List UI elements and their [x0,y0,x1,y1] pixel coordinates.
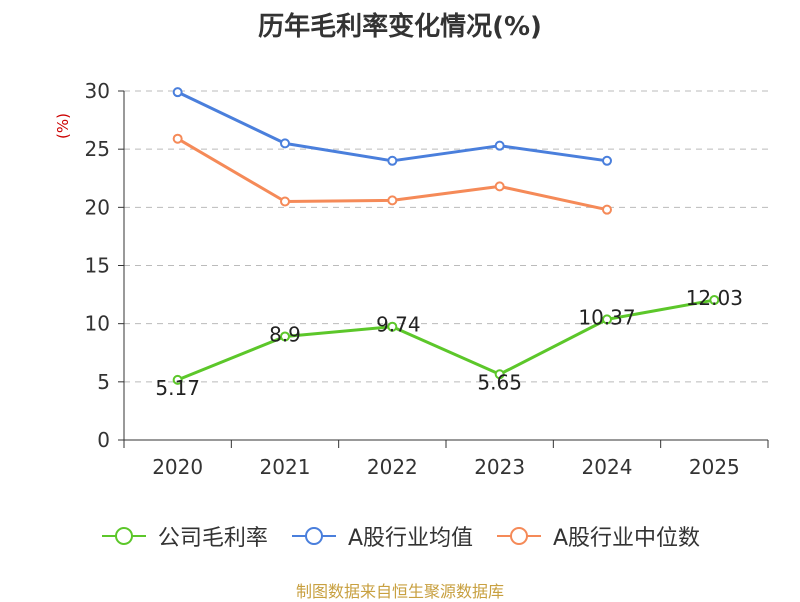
legend-marker-industry-average-icon [291,527,336,545]
data-label: 10.37 [578,305,635,329]
data-label: 5.65 [477,370,522,394]
y-tick-label: 0 [97,428,110,452]
data-label: 9.74 [376,313,421,337]
y-tick-label: 25 [85,137,110,161]
data-label: 8.9 [269,322,301,346]
data-point-series-0 [494,369,505,380]
legend-item-industry-average[interactable]: A股行业均值 [290,520,473,552]
x-tick-label: 2020 [152,455,203,479]
series-line-0 [177,298,715,382]
data-point-series-1 [494,140,505,151]
data-point-series-2 [172,133,183,144]
data-point-series-0 [280,331,290,342]
legend-item-company-margin[interactable]: 公司毛利率 [100,520,268,552]
y-tick-label: 30 [85,79,110,103]
data-point-series-0 [387,321,398,332]
x-tick-label: 2025 [689,455,740,479]
legend-item-industry-median[interactable]: A股行业中位数 [495,520,700,552]
legend-label: A股行业均值 [347,526,473,551]
data-point-series-0 [602,314,612,325]
chart-title: 历年毛利率变化情况(%) [258,12,542,42]
y-tick-label: 15 [85,254,110,278]
data-point-series-1 [172,87,183,98]
legend-marker-industry-median-icon [497,527,541,545]
legend: 公司毛利率 A股行业均值 A股行业中位数 [0,518,800,554]
data-point-series-2 [387,195,398,206]
y-tick-label: 20 [85,195,110,219]
x-tick-label: 2023 [474,455,525,479]
legend-label: 公司毛利率 [157,526,268,551]
data-point-series-0 [709,295,720,306]
data-point-series-1 [602,155,612,166]
x-tick-label: 2022 [367,455,418,479]
data-point-series-1 [387,155,398,166]
y-tick-label: 10 [85,312,110,336]
x-tick-label: 2024 [582,455,633,479]
data-label: 12.03 [686,286,743,310]
y-tick-label: 5 [97,370,110,394]
data-point-series-2 [494,181,505,192]
data-source-note: 制图数据来自恒生聚源数据库 [295,582,504,601]
y-axis-label: (%) [54,113,72,139]
x-tick-label: 2021 [260,455,311,479]
data-label: 5.17 [155,376,200,400]
series-line-1 [177,90,608,163]
data-point-series-2 [280,196,290,207]
legend-marker-company-margin-icon [101,527,146,545]
data-point-series-0 [172,374,183,385]
data-point-series-2 [602,204,612,215]
data-point-series-1 [280,138,290,149]
legend-label: A股行业中位数 [553,526,701,551]
